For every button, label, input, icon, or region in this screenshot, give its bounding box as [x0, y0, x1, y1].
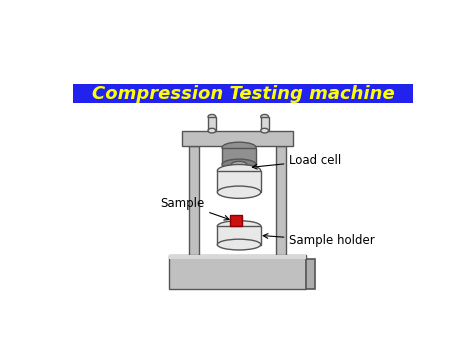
Bar: [231, 165, 247, 171]
Bar: [73, 84, 413, 103]
Bar: [218, 171, 261, 192]
Ellipse shape: [218, 186, 261, 198]
Ellipse shape: [208, 128, 216, 133]
Ellipse shape: [218, 221, 261, 231]
Ellipse shape: [231, 167, 247, 174]
Text: Sample: Sample: [160, 196, 229, 220]
Ellipse shape: [218, 165, 261, 177]
Ellipse shape: [261, 128, 268, 133]
Bar: [169, 255, 306, 289]
Bar: [222, 147, 256, 165]
Ellipse shape: [222, 142, 256, 153]
Bar: [169, 255, 306, 259]
Bar: [306, 259, 315, 289]
Text: Compression Testing machine: Compression Testing machine: [91, 85, 394, 103]
Ellipse shape: [261, 115, 268, 119]
Bar: [261, 117, 268, 131]
Bar: [276, 146, 285, 257]
Ellipse shape: [222, 159, 256, 170]
Text: Sample holder: Sample holder: [263, 233, 375, 247]
Text: Load cell: Load cell: [252, 154, 342, 169]
Bar: [230, 215, 242, 226]
Bar: [182, 131, 293, 146]
Bar: [218, 226, 261, 245]
Bar: [208, 117, 216, 131]
Ellipse shape: [218, 239, 261, 250]
Bar: [190, 146, 199, 257]
Ellipse shape: [208, 115, 216, 119]
Ellipse shape: [231, 161, 247, 167]
